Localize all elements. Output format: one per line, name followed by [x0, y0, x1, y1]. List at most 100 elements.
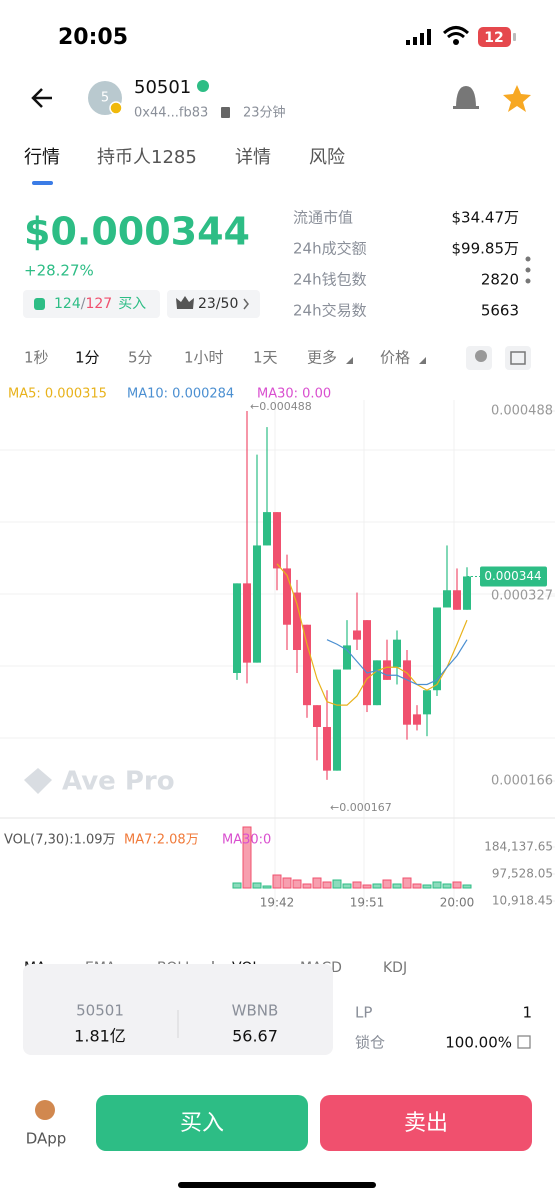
- dropdown-caret: [419, 357, 426, 364]
- token-age: 23分钟: [243, 105, 286, 121]
- interval[interactable]: 价格: [380, 349, 410, 367]
- intervals: 1秒 1分 5分 1小时 1天 更多 价格: [24, 349, 426, 367]
- volume-bar: [432, 881, 442, 889]
- volume-legend-item: MA30:0: [222, 833, 271, 848]
- current-price-label: 0.000344: [484, 569, 541, 583]
- volume-bar: [412, 883, 422, 889]
- buy-button[interactable]: [96, 1095, 308, 1151]
- indicator-tab[interactable]: KDJ: [383, 960, 407, 976]
- volume-bar: [442, 883, 452, 889]
- dapp-icon[interactable]: [35, 1100, 55, 1120]
- interval[interactable]: 5分: [128, 349, 153, 367]
- stat-label: 24h交易数: [293, 302, 367, 320]
- back-button[interactable]: [31, 88, 52, 108]
- bell-icon[interactable]: [456, 86, 476, 108]
- battery: [478, 27, 511, 47]
- volume-bar: [422, 884, 432, 889]
- volume-bar: [452, 881, 462, 889]
- volume-bar: [292, 879, 302, 889]
- battery-level: 12: [484, 30, 503, 46]
- more-menu[interactable]: [525, 256, 531, 284]
- token-name: 50501: [134, 77, 191, 98]
- tab[interactable]: 详情: [235, 147, 271, 168]
- volume-bar: [402, 877, 412, 889]
- volume-tick-label: 10,918.45: [492, 894, 553, 908]
- volume-bar: [262, 885, 272, 889]
- interval[interactable]: 1天: [253, 349, 278, 367]
- lp-token: 50501: [76, 1002, 124, 1020]
- crown-icon: [176, 296, 194, 309]
- battery-tip: [513, 33, 516, 41]
- x-tick-label: 19:42: [260, 896, 295, 910]
- interval[interactable]: 更多: [307, 349, 337, 367]
- candle-body: [393, 639, 401, 668]
- buy-button-label[interactable]: 买入: [180, 1111, 224, 1136]
- candle-body: [253, 545, 261, 663]
- lp-pair: WBNB: [232, 1002, 279, 1020]
- candle-body: [283, 568, 291, 625]
- interval[interactable]: 1小时: [184, 349, 224, 367]
- volume-bar: [242, 826, 252, 889]
- ma-line: [276, 563, 468, 706]
- volume-bar: [312, 877, 322, 889]
- candle-body: [353, 630, 361, 640]
- y-tick-label: 0.000327: [491, 589, 553, 604]
- star-icon[interactable]: [503, 85, 531, 112]
- home-indicator: [178, 1182, 376, 1188]
- volume-bar: [302, 883, 312, 889]
- status-time: 20:05: [58, 25, 128, 50]
- high-note: ←0.000488: [250, 400, 312, 413]
- sell-count: 127: [85, 296, 112, 312]
- candle-body: [293, 592, 301, 651]
- rank-pill: [167, 290, 260, 318]
- sell-button[interactable]: [320, 1095, 532, 1151]
- dropdown-caret: [346, 357, 353, 364]
- price-change: +28.27%: [24, 262, 94, 280]
- wifi-dot: [453, 39, 459, 45]
- candle-body: [383, 660, 391, 680]
- tab[interactable]: 持币人1285: [97, 147, 197, 168]
- trade-counts: 124/127 买入: [54, 296, 146, 312]
- price: $0.000344: [24, 210, 250, 254]
- holder-rank: 23/50: [198, 296, 238, 312]
- copy-icon[interactable]: [221, 107, 230, 118]
- interval[interactable]: 1分: [75, 349, 100, 367]
- stat-label: 24h钱包数: [293, 271, 367, 289]
- stat-value: 2820: [481, 271, 519, 289]
- sell-button-label[interactable]: 卖出: [404, 1111, 448, 1136]
- settings-button[interactable]: [505, 346, 531, 370]
- volume-bar: [322, 881, 332, 889]
- candle-body: [413, 714, 421, 725]
- candle-body: [303, 624, 311, 706]
- trade-count-pill: [23, 290, 160, 318]
- stat-label: 流通市值: [293, 209, 353, 227]
- volume-bar: [332, 879, 342, 889]
- dapp-label[interactable]: DApp: [26, 1130, 67, 1148]
- candle-body: [263, 512, 271, 546]
- candle-body: [373, 660, 381, 706]
- buy-label: 买入: [118, 296, 146, 312]
- stat-label: 24h成交额: [293, 240, 367, 258]
- candle-body: [423, 690, 431, 715]
- chevron: [243, 298, 249, 310]
- candle-body: [463, 576, 471, 610]
- interval[interactable]: 1秒: [24, 349, 49, 367]
- plot: 0.000488 0.000327 0.000166 19:42 19:51 20:00 ←…: [232, 400, 555, 910]
- candle-body: [323, 726, 331, 771]
- token-address: 0x44...fb83: [134, 106, 208, 121]
- external-link-icon[interactable]: [517, 1035, 531, 1049]
- candle-body: [403, 660, 411, 725]
- money-bag-icon: [34, 298, 45, 310]
- volume-bar: [282, 877, 292, 889]
- tab[interactable]: 行情: [24, 147, 60, 168]
- lp-token-amount: 1.81亿: [74, 1027, 126, 1046]
- ma-legend-item: MA30: 0.00: [257, 387, 331, 402]
- candle-body: [233, 583, 241, 673]
- volume-bar: [232, 882, 242, 889]
- token-badge: [197, 80, 209, 92]
- tab[interactable]: 风险: [309, 147, 345, 168]
- current-price-tag: [480, 566, 547, 587]
- candle-body: [443, 590, 451, 608]
- candle-body: [313, 705, 321, 727]
